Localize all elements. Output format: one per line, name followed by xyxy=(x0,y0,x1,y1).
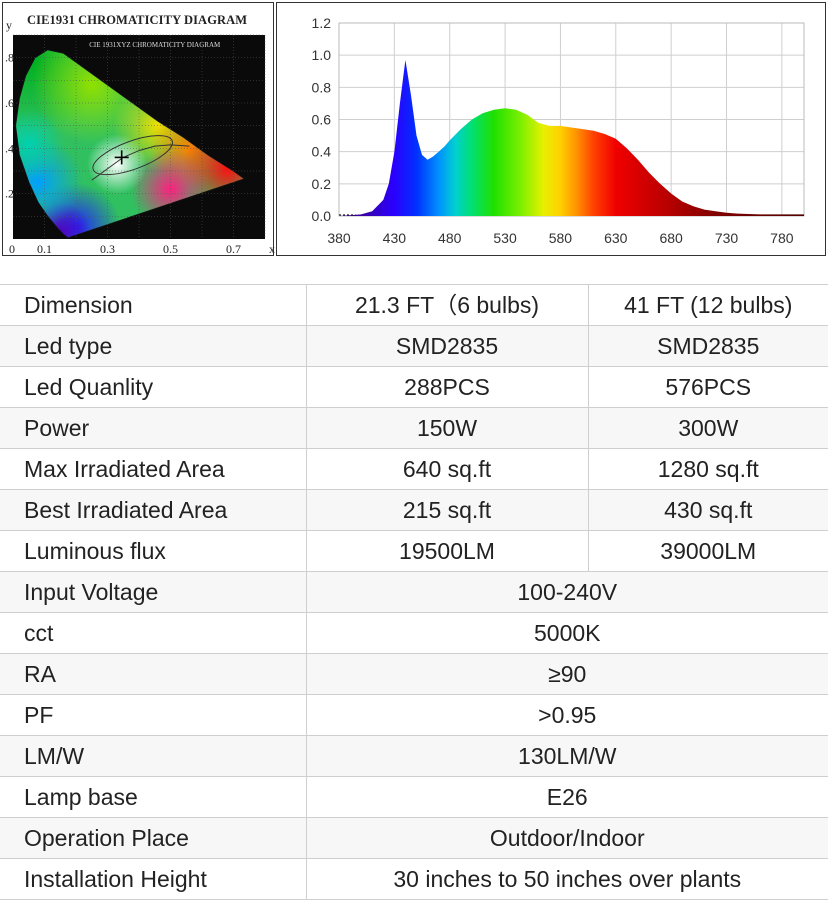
table-row: LM/W 130LM/W xyxy=(0,735,828,777)
shared-value: >0.95 xyxy=(306,694,828,736)
value-6-bulbs: 150W xyxy=(306,407,589,449)
cie-y-tick-label: .6 xyxy=(5,96,14,110)
shared-value: 130LM/W xyxy=(306,735,828,777)
cie-x-tick-label: 0.3 xyxy=(100,242,115,256)
x-tick-label: 530 xyxy=(493,230,517,246)
row-label: Led Quanlity xyxy=(0,366,307,408)
table-row: Led Quanlity 288PCS 576PCS xyxy=(0,366,828,408)
table-row: Dimension 21.3 FT（6 bulbs) 41 FT (12 bulbs… xyxy=(0,284,828,326)
y-tick-label: 1.2 xyxy=(312,15,332,31)
row-label: Best Irradiated Area xyxy=(0,489,307,531)
cie-x-axis-label: x xyxy=(269,242,275,256)
row-label: Power xyxy=(0,407,307,449)
value-6-bulbs: 288PCS xyxy=(306,366,589,408)
table-row: Best Irradiated Area 215 sq.ft 430 sq.ft xyxy=(0,489,828,531)
y-tick-label: 0.4 xyxy=(312,144,332,160)
x-tick-label: 380 xyxy=(327,230,351,246)
table-row: Luminous flux 19500LM 39000LM xyxy=(0,530,828,572)
row-label: Max Irradiated Area xyxy=(0,448,307,490)
x-tick-label: 480 xyxy=(438,230,462,246)
shared-value: 100-240V xyxy=(306,571,828,613)
table-row: RA ≥90 xyxy=(0,653,828,695)
y-tick-label: 0.2 xyxy=(312,176,332,192)
table-row: Max Irradiated Area 640 sq.ft 1280 sq.ft xyxy=(0,448,828,490)
y-tick-label: 0.6 xyxy=(312,112,332,128)
y-tick-label: 0.8 xyxy=(312,79,332,95)
x-tick-label: 780 xyxy=(770,230,794,246)
table-row: Operation Place Outdoor/Indoor xyxy=(0,817,828,859)
table-row: PF >0.95 xyxy=(0,694,828,736)
cie-x-tick-label: 0.1 xyxy=(37,242,52,256)
row-label: Led type xyxy=(0,325,307,367)
shared-value: 5000K xyxy=(306,612,828,654)
cie-chromaticity-panel: CIE 1931XYZ CHROMATICITY DIAGRAM 0 0.1 0.3 0… xyxy=(2,2,275,256)
row-label: Operation Place xyxy=(0,817,307,859)
macadam-ellipse xyxy=(92,135,173,176)
value-12-bulbs: 300W xyxy=(588,407,828,449)
cie-y-axis-label: y xyxy=(6,18,12,32)
cie-x-tick-label: 0.5 xyxy=(163,242,178,256)
value-6-bulbs: SMD2835 xyxy=(306,325,589,367)
value-12-bulbs: SMD2835 xyxy=(588,325,828,367)
value-12-bulbs: 39000LM xyxy=(588,530,828,572)
value-6-bulbs: 215 sq.ft xyxy=(306,489,589,531)
spectral-locus xyxy=(14,49,246,239)
cie-y-tick-label: .4 xyxy=(5,141,14,155)
cie-chromaticity-diagram: CIE 1931XYZ CHROMATICITY DIAGRAM 0 0.1 0.3 0… xyxy=(5,18,275,256)
row-label: RA xyxy=(0,653,307,695)
row-label: Installation Height xyxy=(0,858,307,900)
table-row: cct 5000K xyxy=(0,612,828,654)
value-6-bulbs: 21.3 FT（6 bulbs) xyxy=(306,284,589,326)
spectrum-chart: 380 430 480 530 580 630 680 730 780 0.0 0.2 0.4 0.6 0… xyxy=(277,3,805,246)
x-tick-label: 730 xyxy=(715,230,739,246)
value-12-bulbs: 576PCS xyxy=(588,366,828,408)
x-tick-label: 680 xyxy=(659,230,683,246)
y-tick-label: 0.0 xyxy=(312,208,332,224)
value-12-bulbs: 41 FT (12 bulbs) xyxy=(588,284,828,326)
table-row: Lamp base E26 xyxy=(0,776,828,818)
charts-area: CIE 1931XYZ CHROMATICITY DIAGRAM 0 0.1 0.3 0… xyxy=(0,0,828,258)
cie-title: CIE1931 CHROMATICITY DIAGRAM xyxy=(27,13,248,27)
table-row: Input Voltage 100-240V xyxy=(0,571,828,613)
x-tick-label: 430 xyxy=(383,230,407,246)
row-label: Input Voltage xyxy=(0,571,307,613)
value-6-bulbs: 19500LM xyxy=(306,530,589,572)
shared-value: Outdoor/Indoor xyxy=(306,817,828,859)
shared-value: ≥90 xyxy=(306,653,828,695)
planckian-locus xyxy=(91,144,190,181)
row-label: Lamp base xyxy=(0,776,307,818)
table-row: Power 150W 300W xyxy=(0,407,828,449)
cie-x-tick-label: 0 xyxy=(9,242,15,256)
shared-value: 30 inches to 50 inches over plants xyxy=(306,858,828,900)
cie-inner-title: CIE 1931XYZ CHROMATICITY DIAGRAM xyxy=(89,41,221,49)
y-tick-label: 1.0 xyxy=(312,47,332,63)
cie-y-tick-label: .2 xyxy=(5,187,14,201)
x-tick-label: 580 xyxy=(549,230,573,246)
row-label: LM/W xyxy=(0,735,307,777)
value-12-bulbs: 430 sq.ft xyxy=(588,489,828,531)
value-12-bulbs: 1280 sq.ft xyxy=(588,448,828,490)
cie-grid xyxy=(13,34,266,239)
shared-value: E26 xyxy=(306,776,828,818)
table-row: Installation Height 30 inches to 50 inche… xyxy=(0,858,828,900)
row-label: PF xyxy=(0,694,307,736)
row-label: cct xyxy=(0,612,307,654)
spectrum-panel: 380 430 480 530 580 630 680 730 780 0.0 0.2 0.4 0.6 0… xyxy=(276,2,826,256)
x-tick-label: 630 xyxy=(604,230,628,246)
table-row: Led type SMD2835 SMD2835 xyxy=(0,325,828,367)
value-6-bulbs: 640 sq.ft xyxy=(306,448,589,490)
spectrum-area xyxy=(339,60,804,216)
cie-x-tick-label: 0.7 xyxy=(226,242,241,256)
row-label: Dimension xyxy=(0,284,307,326)
row-label: Luminous flux xyxy=(0,530,307,572)
spec-table: Dimension 21.3 FT（6 bulbs) 41 FT (12 bulbs… xyxy=(0,284,828,900)
cie-y-tick-label: .8 xyxy=(5,51,14,65)
